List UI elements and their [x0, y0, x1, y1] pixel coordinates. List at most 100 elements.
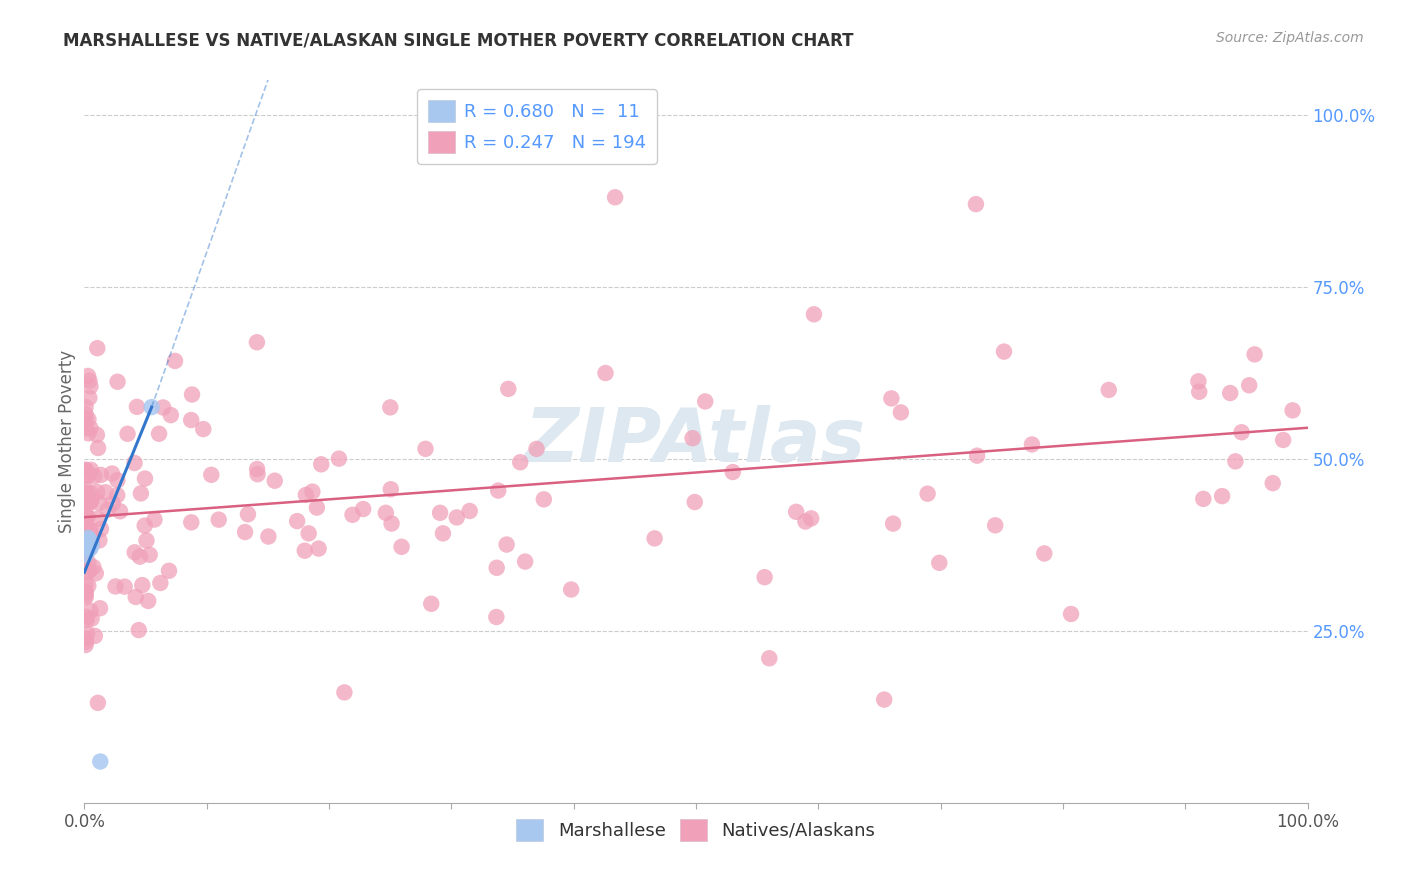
- Point: [75, 421, 97, 435]
- Point: [75, 412, 97, 426]
- Point: [77, 468, 100, 483]
- Point: [75, 531, 97, 545]
- Point: [75, 532, 97, 546]
- Point: [86, 341, 108, 355]
- Point: [79, 374, 101, 388]
- Point: [77, 556, 100, 570]
- Point: [533, 492, 555, 507]
- Point: [76, 494, 98, 508]
- Point: [380, 516, 402, 531]
- Point: [80, 494, 103, 508]
- Point: [124, 545, 146, 559]
- Point: [75, 482, 97, 496]
- Point: [75, 485, 97, 500]
- Point: [159, 408, 181, 422]
- Point: [1060, 607, 1083, 621]
- Point: [993, 344, 1015, 359]
- Point: [107, 473, 129, 487]
- Point: [79, 494, 101, 508]
- Point: [246, 335, 269, 350]
- Point: [157, 564, 180, 578]
- Point: [882, 516, 904, 531]
- Point: [79, 379, 101, 393]
- Point: [75, 469, 97, 483]
- Point: [305, 500, 328, 515]
- Point: [136, 594, 159, 608]
- Point: [117, 426, 139, 441]
- Point: [83, 469, 105, 483]
- Point: [143, 512, 166, 526]
- Point: [246, 462, 269, 476]
- Point: [89, 533, 111, 548]
- Point: [163, 354, 186, 368]
- Point: [79, 534, 101, 549]
- Point: [965, 197, 987, 211]
- Point: [86, 484, 108, 499]
- Point: [498, 382, 520, 396]
- Point: [141, 400, 163, 414]
- Point: [107, 375, 129, 389]
- Point: [76, 610, 98, 624]
- Point: [1225, 454, 1247, 468]
- Point: [374, 506, 396, 520]
- Point: [75, 585, 97, 599]
- Point: [391, 540, 413, 554]
- Point: [75, 524, 97, 538]
- Point: [138, 548, 160, 562]
- Point: [125, 590, 148, 604]
- Point: [966, 449, 988, 463]
- Point: [695, 394, 717, 409]
- Point: [80, 536, 103, 550]
- Point: [77, 538, 100, 552]
- Point: [75, 501, 97, 516]
- Text: Source: ZipAtlas.com: Source: ZipAtlas.com: [1216, 31, 1364, 45]
- Point: [485, 610, 508, 624]
- Point: [485, 561, 508, 575]
- Point: [984, 518, 1007, 533]
- Point: [193, 422, 215, 436]
- Point: [75, 544, 97, 558]
- Point: [328, 451, 350, 466]
- Point: [486, 483, 509, 498]
- Point: [148, 426, 170, 441]
- Point: [603, 190, 626, 204]
- Point: [124, 456, 146, 470]
- Point: [785, 505, 807, 519]
- Point: [79, 541, 101, 556]
- Point: [152, 401, 174, 415]
- Point: [76, 626, 98, 640]
- Point: [429, 506, 451, 520]
- Point: [75, 585, 97, 599]
- Point: [80, 492, 103, 507]
- Point: [77, 534, 100, 549]
- Point: [432, 526, 454, 541]
- Point: [794, 515, 817, 529]
- Point: [134, 472, 156, 486]
- Point: [77, 531, 100, 545]
- Point: [295, 488, 318, 502]
- Point: [200, 467, 222, 482]
- Point: [75, 509, 97, 524]
- Point: [86, 512, 108, 526]
- Point: [77, 426, 100, 441]
- Point: [75, 548, 97, 562]
- Point: [75, 487, 97, 501]
- Point: [75, 632, 97, 646]
- Point: [890, 405, 912, 419]
- Legend: Marshallese, Natives/Alaskans: Marshallese, Natives/Alaskans: [509, 812, 883, 848]
- Point: [76, 543, 98, 558]
- Point: [181, 387, 204, 401]
- Point: [285, 514, 308, 528]
- Point: [333, 685, 356, 699]
- Point: [80, 538, 103, 552]
- Y-axis label: Single Mother Poverty: Single Mother Poverty: [58, 350, 76, 533]
- Point: [415, 442, 437, 456]
- Point: [595, 366, 617, 380]
- Point: [721, 465, 744, 479]
- Point: [77, 579, 100, 593]
- Point: [294, 543, 316, 558]
- Point: [420, 597, 443, 611]
- Point: [77, 565, 100, 579]
- Point: [180, 413, 202, 427]
- Point: [89, 755, 111, 769]
